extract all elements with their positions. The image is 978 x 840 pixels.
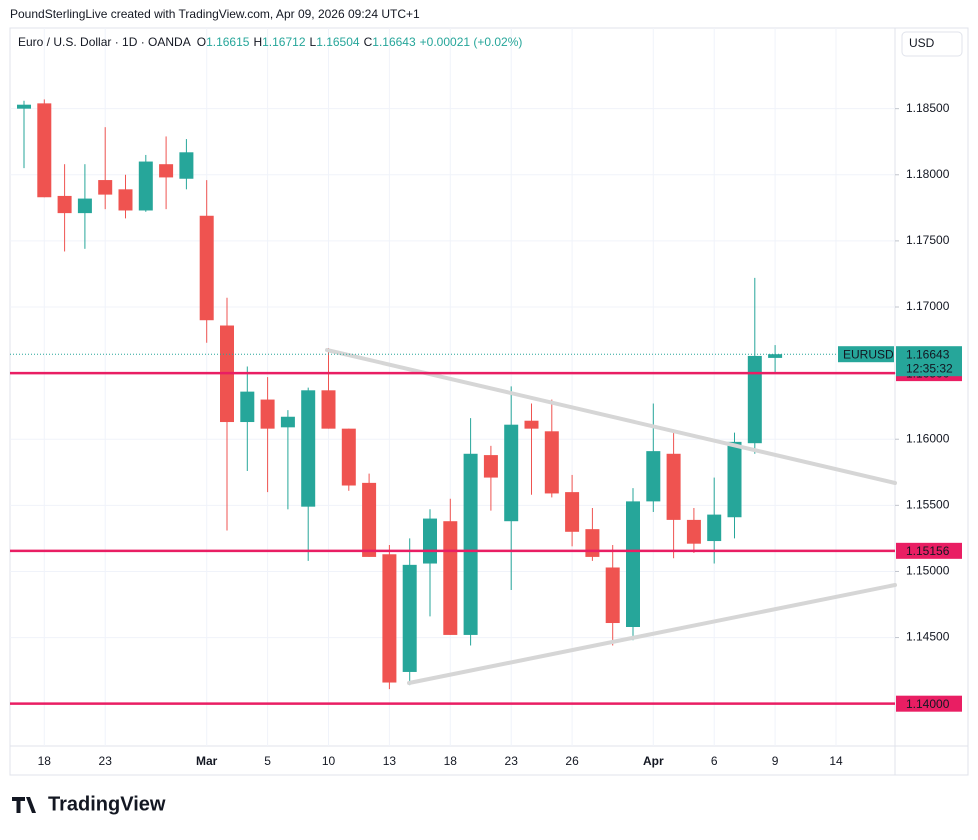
price-tag [896, 695, 962, 712]
candle-body [280, 416, 295, 428]
y-tick-label: 1.14500 [906, 630, 950, 644]
legend: Euro / U.S. Dollar · 1D · OANDA O1.16615 H… [18, 35, 522, 49]
candle-body [646, 451, 661, 502]
legend-key: L [310, 35, 317, 49]
x-tick-label: 5 [264, 754, 271, 768]
candle-body [686, 519, 701, 544]
candle-body [118, 189, 133, 211]
x-tick-label: 14 [829, 754, 843, 768]
candle-body [483, 455, 498, 478]
y-tick-label: 1.17000 [906, 299, 950, 313]
legend-value: 1.16504 [316, 35, 360, 49]
candle-body [301, 390, 316, 507]
candle-body [666, 453, 681, 520]
candle-body [77, 198, 92, 214]
candle-body [179, 152, 194, 179]
candle-body [565, 492, 580, 532]
candle-body [37, 103, 52, 198]
candle-body [768, 354, 783, 358]
candle-body [544, 431, 559, 494]
legend-change: +0.00021 (+0.02%) [420, 35, 523, 49]
legend-value: 1.16615 [206, 35, 250, 49]
candle-body [707, 514, 722, 542]
currency[interactable]: USD [909, 36, 935, 50]
x-tick-label: 9 [772, 754, 779, 768]
symbol-tag-label: EURUSD [843, 347, 894, 361]
candle-body [605, 567, 620, 624]
symbol-tag [838, 346, 894, 363]
legend-key: H [253, 35, 262, 49]
legend-value: 1.16712 [262, 35, 306, 49]
x-tick-label: 6 [711, 754, 718, 768]
candle-body [98, 180, 113, 195]
legend-key: C [364, 35, 373, 49]
candle-body [504, 424, 519, 522]
brand-logo: TradingView [12, 793, 166, 815]
candle-body [463, 453, 478, 635]
brand: TradingView [48, 793, 166, 815]
x-tick-label: Mar [196, 754, 218, 768]
x-tick-label: 23 [99, 754, 113, 768]
candle-body [727, 441, 742, 518]
candle-body [402, 564, 417, 672]
candle-body [524, 420, 539, 429]
candle-body [17, 104, 31, 109]
currency-button[interactable] [901, 31, 963, 57]
y-tick-label: 1.16000 [906, 431, 950, 445]
x-tick-label: 18 [444, 754, 458, 768]
legend-key: O [197, 35, 206, 49]
y-tick-label: 1.17500 [906, 233, 950, 247]
logo-icon [12, 797, 36, 813]
y-tick-label: 1.15000 [906, 564, 950, 578]
candle-body [443, 521, 458, 635]
candle-body [585, 529, 600, 557]
price-tag-label: 1.15156 [906, 544, 950, 558]
candle-body [57, 195, 72, 214]
candle-body [362, 482, 377, 557]
last-price-tag [896, 346, 962, 377]
price-tag [896, 542, 962, 559]
chart-frame [9, 27, 969, 776]
legend-value: 1.16643 [372, 35, 416, 49]
candle-body [240, 391, 255, 423]
candle-body [159, 164, 174, 178]
candle-body [382, 554, 397, 683]
candle-body [199, 215, 214, 321]
y-tick-label: 1.18500 [906, 101, 950, 115]
candle-body [321, 390, 336, 429]
candle-body [138, 161, 153, 211]
candle-body [747, 355, 762, 444]
x-tick-label: Apr [643, 754, 664, 768]
candle-body [341, 428, 356, 486]
last-price-label: 1.16643 [906, 347, 950, 361]
x-tick-label: 13 [383, 754, 397, 768]
x-tick-label: 18 [38, 754, 52, 768]
x-tick-label: 26 [565, 754, 579, 768]
candle-body [626, 501, 640, 627]
y-tick-label: 1.18000 [906, 167, 950, 181]
watermark: PoundSterlingLive created with TradingVi… [10, 7, 420, 21]
candle-body [260, 399, 275, 429]
price-tag-label: 1.14000 [906, 697, 950, 711]
x-tick-label: 23 [505, 754, 519, 768]
x-tick-label: 10 [322, 754, 336, 768]
y-tick-label: 1.15500 [906, 498, 950, 512]
trend-line [407, 583, 897, 685]
candle-body [423, 518, 437, 564]
legend-title: Euro / U.S. Dollar · 1D · OANDA [18, 35, 191, 49]
countdown: 12:35:32 [906, 361, 953, 375]
